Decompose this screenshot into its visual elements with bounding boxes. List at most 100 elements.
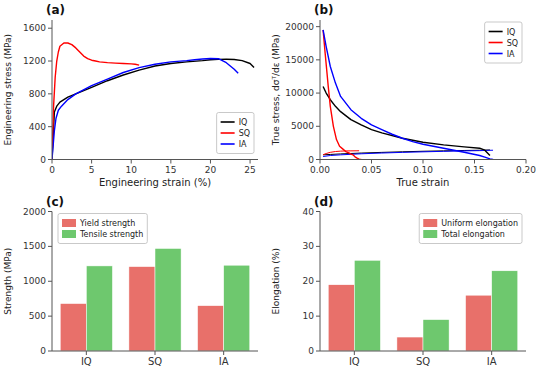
legend-box xyxy=(485,22,522,63)
tick-mark xyxy=(48,61,52,62)
legend-swatch xyxy=(221,121,235,123)
tick-mark xyxy=(316,351,320,352)
tick-mark xyxy=(316,281,320,282)
line xyxy=(52,59,238,160)
legend-swatch xyxy=(62,230,76,238)
tick-mark xyxy=(316,159,320,160)
panel-title: (d) xyxy=(314,195,334,209)
bar xyxy=(198,306,224,351)
tick-mark xyxy=(223,351,224,355)
tick-label: 20 xyxy=(205,165,217,175)
legend-label: Uniform elongation xyxy=(441,219,518,228)
bar xyxy=(328,285,354,351)
bar xyxy=(466,295,492,351)
tick-mark xyxy=(52,160,53,164)
tick-label: 800 xyxy=(29,89,46,99)
tick-label: 1200 xyxy=(23,56,46,66)
bar xyxy=(397,337,423,351)
tick-mark xyxy=(170,160,171,164)
legend: IQSQIA xyxy=(217,113,254,154)
legend-swatch xyxy=(489,31,503,33)
bar xyxy=(60,304,86,351)
tick-label: 5 xyxy=(89,165,95,175)
bar xyxy=(354,260,380,351)
tick-mark xyxy=(474,160,475,164)
tick-label: 0.10 xyxy=(413,165,433,175)
legend-label: Total elongation xyxy=(440,230,505,239)
panel-title: (a) xyxy=(46,3,65,17)
category-label: IQ xyxy=(81,356,92,367)
tick-mark xyxy=(131,160,132,164)
tick-mark xyxy=(86,351,87,355)
y-axis-line xyxy=(52,20,53,160)
tick-label: 0.15 xyxy=(464,165,484,175)
legend-box xyxy=(419,214,522,244)
marks xyxy=(52,43,254,160)
line xyxy=(323,30,361,160)
legend-label: IA xyxy=(507,50,515,59)
tick-mark xyxy=(491,351,492,355)
tick-mark xyxy=(316,59,320,60)
bar xyxy=(86,266,112,351)
tick-label: 20000 xyxy=(285,22,314,32)
marks xyxy=(323,30,493,160)
bar xyxy=(155,248,181,351)
tick-label: 10 xyxy=(126,165,138,175)
panel: 0400800120016000510152025Engineering str… xyxy=(3,3,258,188)
legend: Uniform elongation Total elongation xyxy=(419,214,522,244)
tick-label: 30 xyxy=(303,241,315,251)
panel: IQSQIA010203040Elongation (%)(d)Uniform … xyxy=(271,195,526,368)
tick-label: 1600 xyxy=(23,23,46,33)
bar xyxy=(423,320,449,351)
legend-swatch xyxy=(221,132,235,134)
tick-label: 0.05 xyxy=(361,165,381,175)
tick-mark xyxy=(320,160,321,164)
tick-label: 500 xyxy=(29,311,46,321)
x-axis-label: Engineering strain (%) xyxy=(99,177,211,188)
bar xyxy=(492,271,518,351)
tick-label: 20 xyxy=(303,276,315,286)
legend-label: IQ xyxy=(507,28,516,37)
x-axis-label: True strain xyxy=(396,177,450,188)
legend-label: IQ xyxy=(239,118,248,127)
x-axis-line xyxy=(52,159,258,160)
legend-swatch xyxy=(62,219,76,227)
tick-mark xyxy=(354,351,355,355)
tick-label: 0.20 xyxy=(516,165,536,175)
tick-mark xyxy=(316,126,320,127)
tick-mark xyxy=(48,351,52,352)
y-axis-label: Elongation (%) xyxy=(271,248,281,314)
legend-swatch xyxy=(489,53,503,55)
line xyxy=(323,30,493,160)
legend-label: Yield strength xyxy=(79,219,135,228)
y-axis-label: Engineering stress (MPa) xyxy=(3,34,13,146)
tick-mark xyxy=(371,160,372,164)
x-axis-line xyxy=(52,351,258,352)
y-axis-label: Strength (MPa) xyxy=(3,248,13,315)
tick-label: 1000 xyxy=(23,276,46,286)
panel-title: (c) xyxy=(46,195,64,209)
legend-box xyxy=(217,113,254,154)
y-axis-line xyxy=(320,20,321,160)
tick-mark xyxy=(48,211,52,212)
legend: IQ SQ IA xyxy=(485,22,522,63)
tick-mark xyxy=(423,160,424,164)
tick-label: 15 xyxy=(165,165,176,175)
tick-mark xyxy=(316,211,320,212)
legend-swatch xyxy=(489,42,503,44)
tick-mark xyxy=(91,160,92,164)
tick-mark xyxy=(250,160,251,164)
panel-title: (b) xyxy=(314,3,334,17)
tick-label: 10 xyxy=(303,311,315,321)
tick-mark xyxy=(526,160,527,164)
category-label: SQ xyxy=(148,356,162,367)
tick-label: 0 xyxy=(308,346,314,356)
legend-label: Tensile strength xyxy=(79,230,143,239)
tick-label: 25 xyxy=(244,165,255,175)
marks xyxy=(60,248,250,351)
tick-label: 15000 xyxy=(285,55,314,65)
legend-label: SQ xyxy=(507,39,518,48)
background xyxy=(0,0,536,383)
panel: 050001000015000200000.000.050.100.150.20… xyxy=(271,3,536,188)
tick-label: 2000 xyxy=(23,207,46,217)
